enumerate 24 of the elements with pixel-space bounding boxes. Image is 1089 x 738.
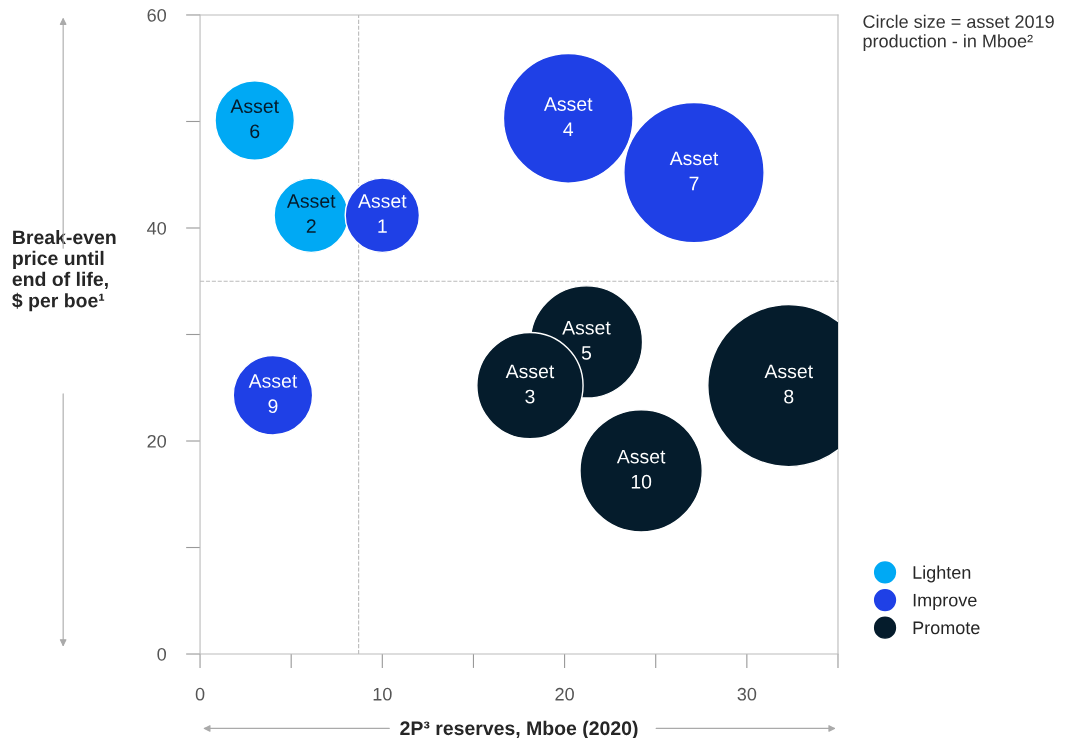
x-tick-label: 10	[373, 687, 392, 701]
annotation: Asset 8	[764, 364, 813, 404]
x-tick-label: 20	[555, 687, 574, 701]
x-tick-label: 0	[195, 687, 205, 701]
y-tick-label: 40	[147, 221, 167, 235]
annotation: Asset 4	[543, 97, 593, 136]
y-tick-label: 60	[147, 8, 167, 22]
annotation: Asset 5	[562, 321, 611, 360]
annotation: Asset 7	[669, 151, 719, 191]
y-tick-label: 0	[157, 647, 167, 661]
text: Circle size = asset 2019 production - in Mboe²	[863, 14, 1054, 52]
annotation: Asset 2	[286, 194, 336, 233]
y-axis-title: Break-even price until end of life, $ per boe¹	[12, 229, 116, 312]
legend-label: Promote	[913, 621, 980, 635]
x-tick-label: 30	[737, 687, 757, 701]
annotation: Asset 9	[248, 374, 298, 414]
annotation: Asset 6	[230, 99, 279, 139]
legend-label: Lighten	[913, 565, 971, 583]
y-tick-label: 20	[147, 434, 167, 448]
x-axis-title: 2P³ reserves, Mboe (2020)	[400, 720, 638, 738]
legend-label: Improve	[913, 593, 977, 611]
annotation: Asset 1	[358, 194, 407, 233]
annotation: Asset 3	[505, 364, 555, 404]
annotation: Asset 10	[616, 449, 666, 489]
